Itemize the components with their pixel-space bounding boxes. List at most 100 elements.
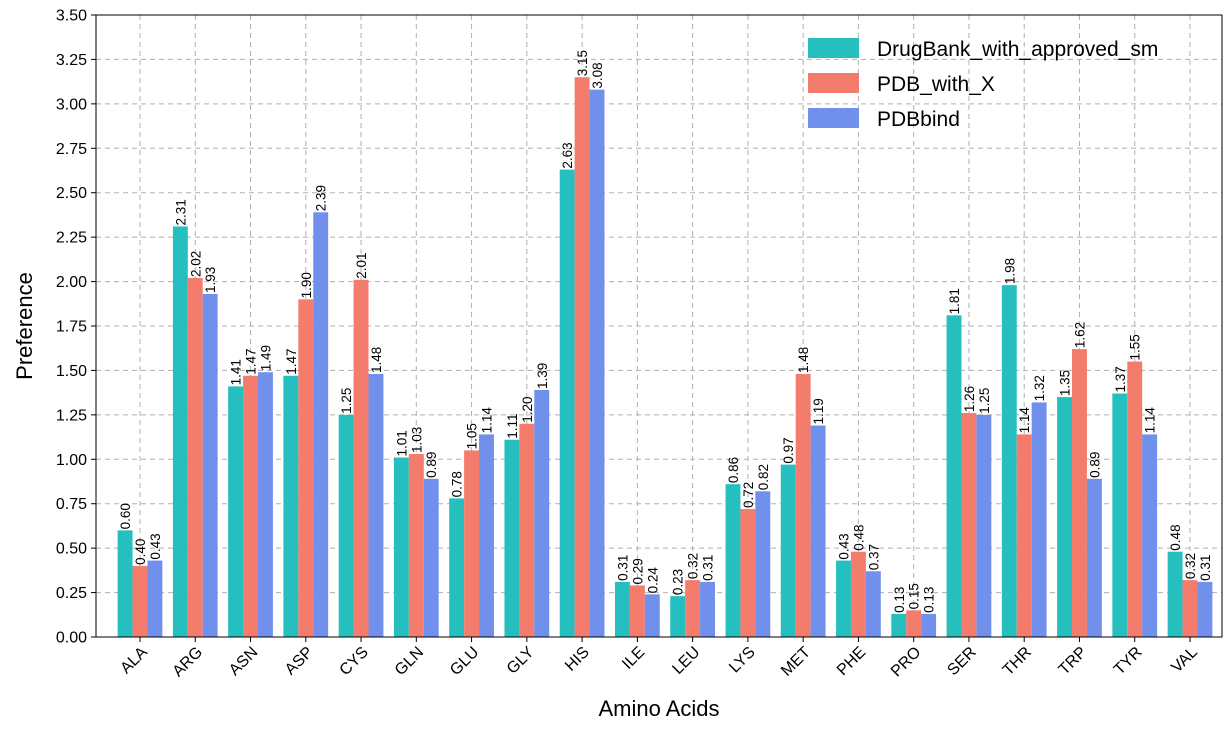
bar — [393, 457, 409, 637]
bar-value-label: 1.37 — [1113, 366, 1128, 392]
legend-label: PDBbind — [877, 108, 960, 131]
y-tick-label: 1.00 — [56, 452, 87, 469]
bar-value-label: 0.72 — [741, 482, 756, 508]
bar — [368, 373, 384, 637]
y-tick-label: 1.75 — [56, 319, 87, 336]
y-tick-label: 0.75 — [56, 496, 87, 513]
bars — [117, 77, 1213, 638]
y-axis-title: Preference — [12, 272, 37, 380]
y-tick-label: 2.75 — [56, 141, 87, 158]
y-tick-label: 3.25 — [56, 52, 87, 69]
bar — [836, 560, 851, 637]
bar-value-label: 1.62 — [1072, 322, 1087, 348]
bar — [283, 375, 299, 637]
bar — [408, 453, 424, 637]
x-tick-label: HIS — [562, 644, 593, 675]
bar — [670, 596, 686, 637]
x-axis: ALA ARG ASN ASP CYS GLN GLU GLY HIS ILE LEU LYS MET P… — [117, 637, 1201, 681]
bar — [946, 315, 962, 637]
bar — [1142, 434, 1158, 637]
bar-value-label: 3.08 — [590, 62, 605, 88]
x-tick-label: SER — [944, 644, 979, 679]
x-tick-label: TYR — [1111, 644, 1146, 679]
bar-value-label: 0.29 — [630, 558, 645, 584]
bar — [614, 581, 630, 637]
bar — [202, 294, 218, 637]
x-tick-label: GLN — [392, 644, 427, 679]
bar-value-label: 1.25 — [339, 388, 354, 414]
bar-value-label: 0.43 — [148, 533, 163, 559]
bar-value-label: 0.86 — [726, 457, 741, 483]
bar — [644, 594, 660, 637]
bar-value-label: 0.13 — [892, 587, 907, 613]
y-tick-label: 2.25 — [56, 230, 87, 247]
x-tick-label: MET — [778, 644, 814, 680]
bar-value-label: 0.13 — [922, 587, 937, 613]
bar — [740, 509, 756, 637]
bar — [700, 581, 716, 637]
bar — [353, 279, 369, 637]
bar-value-label: 1.98 — [1002, 258, 1017, 284]
bar-value-label: 1.49 — [258, 345, 273, 371]
bar-value-label: 0.89 — [424, 452, 439, 478]
y-tick-label: 0.00 — [56, 630, 87, 647]
bar — [534, 389, 550, 637]
x-tick-label: ALA — [117, 644, 151, 678]
bar — [795, 373, 811, 637]
bar — [172, 226, 188, 638]
bar-value-label: 1.11 — [505, 413, 520, 438]
y-tick-label: 0.25 — [56, 585, 87, 602]
legend-swatch — [808, 73, 859, 93]
bar — [313, 212, 329, 637]
x-tick-label: THR — [1000, 644, 1035, 679]
bar-value-label: 0.82 — [756, 464, 771, 490]
bar-value-label: 2.01 — [354, 253, 369, 279]
bar — [1167, 551, 1183, 637]
x-tick-label: LYS — [726, 644, 759, 677]
bar — [780, 464, 796, 637]
bar-value-label: 0.48 — [851, 524, 866, 550]
bar-value-label: 2.02 — [188, 251, 203, 277]
bar-value-label: 1.03 — [409, 427, 424, 453]
bar-value-label: 1.39 — [535, 363, 550, 389]
bar — [519, 423, 535, 637]
x-axis-title: Amino Acids — [598, 696, 719, 721]
bar-value-label: 1.01 — [394, 430, 409, 456]
y-tick-label: 3.50 — [56, 8, 87, 25]
x-tick-label: PRO — [888, 644, 925, 681]
bar-value-label: 0.31 — [615, 555, 630, 581]
bar-value-label: 0.15 — [907, 583, 922, 609]
x-tick-label: GLY — [504, 644, 538, 678]
bar-value-label: 0.48 — [1168, 524, 1183, 550]
bar-value-label: 1.55 — [1128, 334, 1143, 360]
bar — [479, 434, 494, 637]
bar — [257, 372, 273, 637]
legend-swatch — [808, 108, 859, 128]
bar-value-label: 0.31 — [701, 555, 716, 581]
bar-value-label: 1.05 — [465, 423, 480, 449]
bar-value-label: 0.78 — [450, 471, 465, 497]
x-tick-label: ARG — [170, 644, 207, 681]
bar — [810, 425, 826, 637]
bar-labels: 0.600.40 0.432.312.021.931.41 1.47 1.49 1.47… — [118, 50, 1213, 613]
y-tick-label: 0.50 — [56, 541, 87, 558]
bar — [1031, 402, 1047, 637]
bar-value-label: 2.39 — [314, 185, 329, 211]
bar — [117, 530, 133, 637]
bar — [1001, 285, 1017, 637]
x-tick-label: ILE — [619, 644, 648, 673]
legend-label: DrugBank_with_approved_sm — [877, 38, 1158, 61]
bar — [147, 560, 163, 637]
bar — [574, 77, 590, 637]
bar — [725, 484, 741, 637]
x-tick-label: TRP — [1056, 644, 1091, 679]
bar — [449, 498, 465, 637]
bar-value-label: 2.63 — [560, 142, 575, 168]
bar-value-label: 1.25 — [977, 388, 992, 414]
bar — [589, 89, 605, 637]
bar-value-label: 0.31 — [1198, 555, 1213, 581]
x-tick-label: ASP — [282, 644, 317, 679]
y-axis: 0.00 0.25 0.50 0.75 1.00 1.25 1.50 1.75 2.00 2.25… — [56, 8, 96, 647]
bar-value-label: 0.43 — [837, 533, 852, 559]
